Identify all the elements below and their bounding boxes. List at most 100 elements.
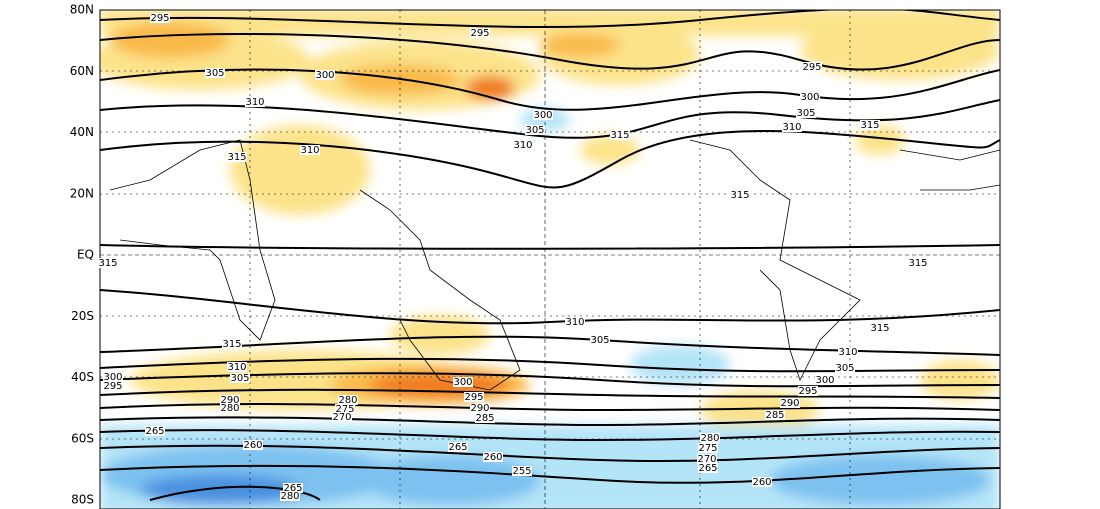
contour-label: 270: [332, 412, 351, 423]
contour-label: 295: [103, 381, 122, 392]
label-background: [798, 386, 818, 396]
label-background: [335, 404, 355, 414]
contour-label: 305: [835, 363, 854, 374]
label-background: [800, 92, 820, 102]
label-background: [483, 452, 503, 462]
contour-label: 300: [800, 92, 819, 103]
contour-label: 270: [697, 454, 716, 465]
contour-label: 290: [220, 395, 239, 406]
contour-label: 290: [470, 403, 489, 414]
contour-label: 305: [525, 125, 544, 136]
contour-label: 260: [243, 440, 262, 451]
label-background: [782, 122, 802, 132]
label-background: [730, 190, 750, 200]
label-background: [227, 152, 247, 162]
label-background: [280, 491, 300, 501]
label-background: [338, 395, 358, 405]
label-background: [227, 362, 247, 372]
contour-label: 295: [470, 28, 489, 39]
contour-label: 310: [782, 122, 801, 133]
label-background: [698, 463, 718, 473]
contour-label: 280: [700, 433, 719, 444]
contour-label: 315: [98, 258, 117, 269]
label-background: [860, 120, 880, 130]
contour-label: 295: [150, 13, 169, 24]
label-background: [103, 372, 123, 382]
contour-label: 305: [230, 373, 249, 384]
contour-label: 280: [280, 491, 299, 502]
contour-label: 300: [315, 70, 334, 81]
latitude-label: EQ: [77, 248, 94, 262]
label-background: [315, 70, 335, 80]
contour-label: 280: [338, 395, 357, 406]
contour-label: 310: [513, 140, 532, 151]
contour-label: 315: [227, 152, 246, 163]
contour-label: 310: [245, 97, 264, 108]
contour-label: 315: [908, 258, 927, 269]
contour-label: 300: [453, 377, 472, 388]
label-background: [470, 403, 490, 413]
label-background: [245, 97, 265, 107]
contour-label: 310: [565, 317, 584, 328]
label-background: [700, 433, 720, 443]
label-background: [802, 62, 822, 72]
label-background: [752, 477, 772, 487]
label-background: [243, 440, 263, 450]
label-background: [220, 403, 240, 413]
label-background: [525, 125, 545, 135]
label-background: [300, 145, 320, 155]
contour-label: 300: [815, 375, 834, 386]
latitude-label: 60S: [71, 431, 94, 445]
label-background: [103, 381, 123, 391]
contour-label: 265: [698, 463, 717, 474]
label-background: [150, 13, 170, 23]
label-background: [475, 413, 495, 423]
label-background: [513, 140, 533, 150]
contour-label: 310: [300, 145, 319, 156]
label-background: [145, 426, 165, 436]
latitude-label: 80S: [71, 493, 94, 507]
contour-label: 305: [590, 335, 609, 346]
label-background: [765, 410, 785, 420]
label-background: [332, 412, 352, 422]
contour-label: 275: [335, 404, 354, 415]
latitude-label: 40N: [70, 125, 94, 139]
contour-label: 315: [610, 130, 629, 141]
label-background: [815, 375, 835, 385]
label-background: [283, 483, 303, 493]
contour-label: 295: [802, 62, 821, 73]
contour-label: 295: [798, 386, 817, 397]
label-background: [205, 68, 225, 78]
contour-label: 305: [205, 68, 224, 79]
contours: [100, 10, 1000, 501]
coastlines: [109, 139, 1000, 391]
contour-label: 300: [103, 372, 122, 383]
map-area: [100, 10, 1000, 509]
label-background: [610, 130, 630, 140]
label-background: [448, 442, 468, 452]
contour-label: 275: [698, 443, 717, 454]
label-background: [565, 317, 585, 327]
latitude-label: 80N: [70, 3, 94, 17]
latitude-label: 20S: [71, 309, 94, 323]
label-background: [222, 339, 242, 349]
contour-label: 290: [780, 398, 799, 409]
label-background: [870, 323, 890, 333]
label-background: [698, 443, 718, 453]
label-background: [220, 395, 240, 405]
label-background: [838, 347, 858, 357]
contour-label: 260: [483, 452, 502, 463]
contour-label: 285: [475, 413, 494, 424]
latitude-label: 40S: [71, 370, 94, 384]
contour-label: 265: [283, 483, 302, 494]
contour-label: 255: [512, 466, 531, 477]
contour-label: 310: [838, 347, 857, 358]
contour-label: 285: [765, 410, 784, 421]
contour-label: 260: [752, 477, 771, 488]
contour-label: 315: [730, 190, 749, 201]
contour-label: 315: [860, 120, 879, 131]
label-background: [697, 454, 717, 464]
